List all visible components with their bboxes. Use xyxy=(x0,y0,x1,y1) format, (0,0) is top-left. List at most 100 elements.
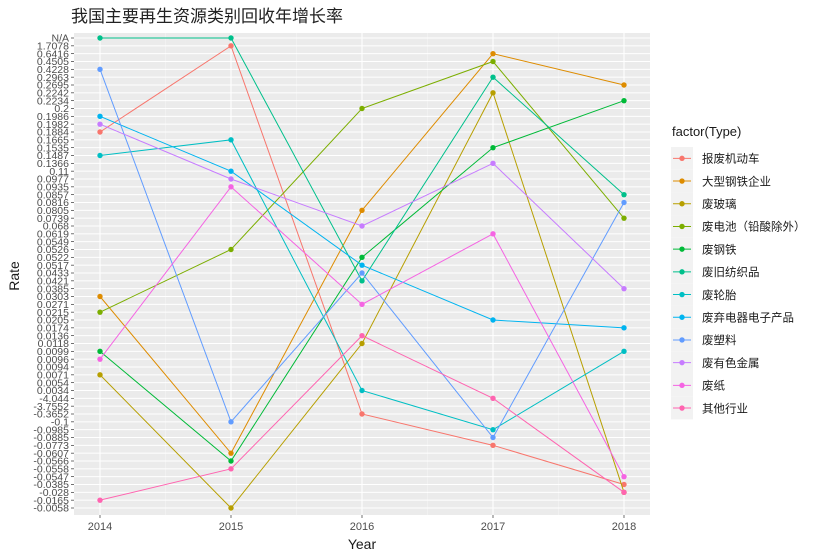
data-point xyxy=(359,223,365,229)
y-tick-label: 0.0071 xyxy=(37,369,69,381)
data-point xyxy=(228,43,234,49)
y-tick-label: 0.0215 xyxy=(37,307,69,319)
legend-key-point xyxy=(679,223,685,230)
data-point xyxy=(359,270,365,276)
legend-key-point xyxy=(679,359,685,366)
y-tick-label: -0.0985 xyxy=(33,424,69,436)
legend-item: 废玻璃 xyxy=(671,192,737,216)
legend-item: 废电池（铅酸除外） xyxy=(671,215,806,238)
y-tick-label: 0.2 xyxy=(54,103,69,115)
x-axis: 2014 2015 2016 2017 2018 xyxy=(88,515,636,533)
y-tick-label: 0.0205 xyxy=(37,315,69,327)
y-tick-label: -0.0385 xyxy=(33,479,69,491)
data-point xyxy=(97,35,103,41)
data-point xyxy=(228,466,234,472)
data-point xyxy=(359,340,365,347)
y-tick-label: 0.0385 xyxy=(37,283,69,295)
y-tick-label: 0.6416 xyxy=(37,48,69,60)
data-point xyxy=(621,97,627,104)
series-8 xyxy=(97,113,627,331)
data-point xyxy=(97,356,103,362)
legend-item: 废轮胎 xyxy=(671,283,737,306)
data-point xyxy=(490,434,496,441)
y-tick-label: 0.2242 xyxy=(37,87,69,99)
legend-label: 废玻璃 xyxy=(702,197,737,211)
data-point xyxy=(97,372,103,378)
chart-title: 我国主要再生资源类别回收年增长率 xyxy=(71,7,343,27)
legend-item: 废钢铁 xyxy=(671,237,737,261)
series-12 xyxy=(97,332,627,503)
x-axis-title: Year xyxy=(348,536,377,552)
data-point xyxy=(97,121,103,127)
y-tick-label: 0.0118 xyxy=(38,338,69,350)
y-tick-label: 0.0136 xyxy=(37,330,69,342)
y-tick-label: 0.1986 xyxy=(37,111,69,123)
y-tick-label: -0.0165 xyxy=(33,495,69,507)
y-tick-label: N/A xyxy=(51,33,69,45)
series-11 xyxy=(97,184,627,480)
data-point xyxy=(97,497,103,503)
y-tick-label: 0.1487 xyxy=(37,150,69,162)
x-tick-label: 2015 xyxy=(219,521,243,533)
legend-key-point xyxy=(679,246,685,252)
y-tick-label: -0.3652 xyxy=(33,409,69,421)
data-point xyxy=(621,285,627,292)
data-point xyxy=(490,426,496,433)
data-point xyxy=(97,66,103,73)
x-tick-label: 2017 xyxy=(481,521,505,533)
y-tick-label: 0.4228 xyxy=(37,64,69,76)
x-tick-label: 2016 xyxy=(350,521,374,533)
y-tick-label: -0.0885 xyxy=(33,432,69,444)
y-tick-label: -0.0058 xyxy=(33,503,69,515)
y-tick-label: 0.0977 xyxy=(37,174,69,186)
legend-key-point xyxy=(679,337,685,343)
series-2 xyxy=(97,50,627,456)
data-point xyxy=(228,246,234,253)
data-point xyxy=(359,332,365,339)
y-tick-label: 0.0054 xyxy=(37,377,69,389)
data-point xyxy=(490,144,496,151)
y-tick-label: 0.1884 xyxy=(37,127,69,139)
y-tick-label: 0.2234 xyxy=(37,95,69,107)
data-point xyxy=(359,411,365,417)
legend-key-point xyxy=(679,405,685,411)
data-point xyxy=(228,419,234,425)
y-tick-label: 0.0303 xyxy=(37,291,69,303)
y-tick-label: 0.0805 xyxy=(37,205,69,217)
y-tick-label: 0.1665 xyxy=(37,134,69,146)
data-point xyxy=(97,293,103,300)
series-4 xyxy=(97,58,627,315)
data-point xyxy=(97,309,103,315)
legend-key-point xyxy=(679,314,685,320)
legend-item: 废塑料 xyxy=(671,328,737,352)
data-point xyxy=(359,278,365,284)
legend-label: 其他行业 xyxy=(702,401,748,415)
minor-gridlines xyxy=(165,33,559,515)
y-tick-label: 0.0619 xyxy=(37,228,69,240)
data-point xyxy=(359,301,365,308)
y-tick-label: 0.0421 xyxy=(37,275,69,287)
data-point xyxy=(621,325,627,331)
y-tick-label: -0.0607 xyxy=(33,448,69,460)
y-tick-label: 0.1535 xyxy=(37,142,69,154)
y-tick-label: 0.0174 xyxy=(37,322,69,334)
data-point xyxy=(490,231,496,237)
legend-item: 其他行业 xyxy=(671,396,748,420)
data-point xyxy=(97,129,103,135)
data-point xyxy=(621,348,627,355)
data-point xyxy=(490,58,496,65)
data-point xyxy=(359,207,365,214)
legend-key-point xyxy=(679,291,685,298)
data-point xyxy=(97,152,103,159)
y-tick-label: -0.0547 xyxy=(33,471,69,483)
legend-item: 报废机动车 xyxy=(671,147,760,170)
data-point xyxy=(621,215,627,221)
legend-label: 报废机动车 xyxy=(702,152,760,166)
data-point xyxy=(228,35,234,41)
data-point xyxy=(490,50,496,57)
data-point xyxy=(621,82,627,88)
y-tick-label: 0.0433 xyxy=(37,268,69,280)
data-point xyxy=(359,387,365,394)
data-point xyxy=(228,450,234,456)
